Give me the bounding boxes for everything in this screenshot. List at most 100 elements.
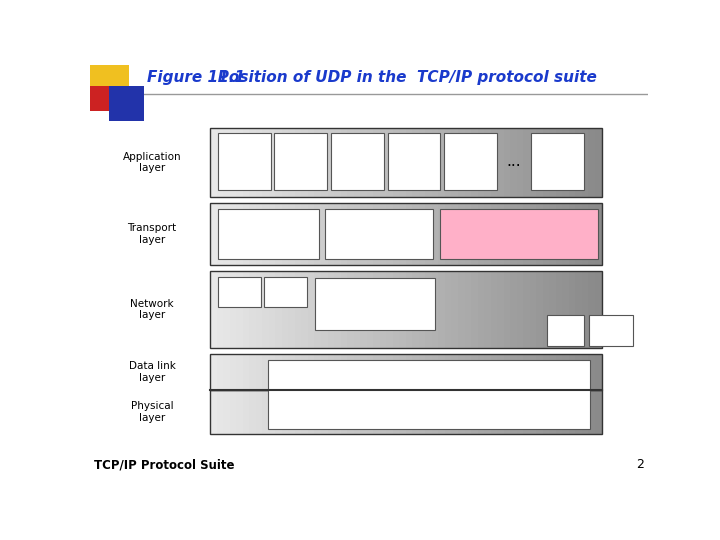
Bar	[308, 390, 315, 434]
Bar	[531, 132, 584, 190]
Bar	[497, 271, 504, 348]
Bar	[393, 271, 400, 348]
Bar	[230, 128, 237, 197]
Bar	[484, 128, 491, 197]
Bar	[432, 354, 438, 390]
Bar	[536, 354, 543, 390]
Bar	[289, 390, 295, 434]
Bar	[523, 354, 530, 390]
Bar	[426, 204, 432, 265]
Bar	[236, 390, 243, 434]
Bar	[373, 390, 380, 434]
Bar	[354, 354, 361, 390]
Bar	[354, 271, 361, 348]
Bar	[413, 271, 419, 348]
Bar	[588, 128, 595, 197]
Bar	[451, 204, 459, 265]
Bar	[289, 354, 295, 390]
Bar	[595, 128, 602, 197]
Bar	[413, 354, 419, 390]
Text: ARP: ARP	[556, 326, 576, 335]
Bar	[575, 354, 582, 390]
Bar	[464, 354, 472, 390]
Bar	[490, 128, 498, 197]
Bar	[210, 128, 601, 197]
Bar	[269, 271, 276, 348]
Bar	[249, 390, 256, 434]
Bar	[262, 128, 269, 197]
Bar	[302, 390, 308, 434]
Bar	[321, 390, 328, 434]
Bar	[249, 204, 256, 265]
Bar	[536, 128, 543, 197]
Bar	[562, 271, 570, 348]
Bar	[302, 354, 308, 390]
Bar	[243, 128, 250, 197]
Bar	[549, 128, 557, 197]
Text: IGMP: IGMP	[226, 287, 252, 297]
Bar	[302, 271, 308, 348]
Bar	[517, 271, 523, 348]
Bar	[341, 204, 348, 265]
Bar	[517, 390, 523, 434]
Bar	[445, 128, 452, 197]
Bar	[341, 390, 348, 434]
Bar	[400, 271, 406, 348]
Bar	[556, 204, 563, 265]
Bar	[562, 204, 570, 265]
Bar	[400, 390, 406, 434]
Bar	[328, 390, 335, 434]
Bar	[295, 271, 302, 348]
Bar	[464, 390, 472, 434]
Bar	[569, 354, 576, 390]
Text: Underlying LAN or WAN
technology: Underlying LAN or WAN technology	[359, 380, 499, 408]
Bar	[249, 271, 256, 348]
Bar	[223, 128, 230, 197]
Bar	[497, 204, 504, 265]
Bar	[360, 390, 367, 434]
Text: RARP: RARP	[597, 326, 624, 335]
Text: Application
layer: Application layer	[122, 152, 181, 173]
Bar	[406, 128, 413, 197]
Bar	[517, 354, 523, 390]
Bar	[490, 390, 498, 434]
Bar	[413, 204, 419, 265]
Bar	[595, 271, 602, 348]
Bar	[458, 354, 465, 390]
Bar	[334, 271, 341, 348]
Text: BOOTP: BOOTP	[538, 157, 577, 166]
Bar	[218, 276, 261, 307]
Bar	[269, 360, 590, 429]
Bar	[230, 271, 237, 348]
Bar	[210, 354, 217, 390]
Bar	[497, 390, 504, 434]
Bar	[373, 271, 380, 348]
Bar	[432, 271, 438, 348]
Bar	[217, 128, 223, 197]
Bar	[210, 354, 601, 390]
Bar	[419, 271, 426, 348]
Bar	[543, 128, 549, 197]
Bar	[386, 354, 393, 390]
Bar	[393, 390, 400, 434]
Bar	[406, 390, 413, 434]
Bar	[218, 132, 271, 190]
Bar	[444, 132, 497, 190]
Text: UDP: UDP	[505, 227, 531, 240]
Bar	[445, 390, 452, 434]
Bar	[274, 132, 327, 190]
Bar	[308, 204, 315, 265]
Bar	[249, 128, 256, 197]
Bar	[543, 390, 549, 434]
Bar	[269, 204, 276, 265]
Bar	[328, 354, 335, 390]
Bar	[328, 204, 335, 265]
Bar	[406, 271, 413, 348]
Bar	[315, 354, 321, 390]
Bar	[523, 271, 530, 348]
Bar	[373, 204, 380, 265]
Bar	[243, 390, 250, 434]
Bar	[426, 354, 432, 390]
Bar	[262, 271, 269, 348]
Bar	[302, 204, 308, 265]
